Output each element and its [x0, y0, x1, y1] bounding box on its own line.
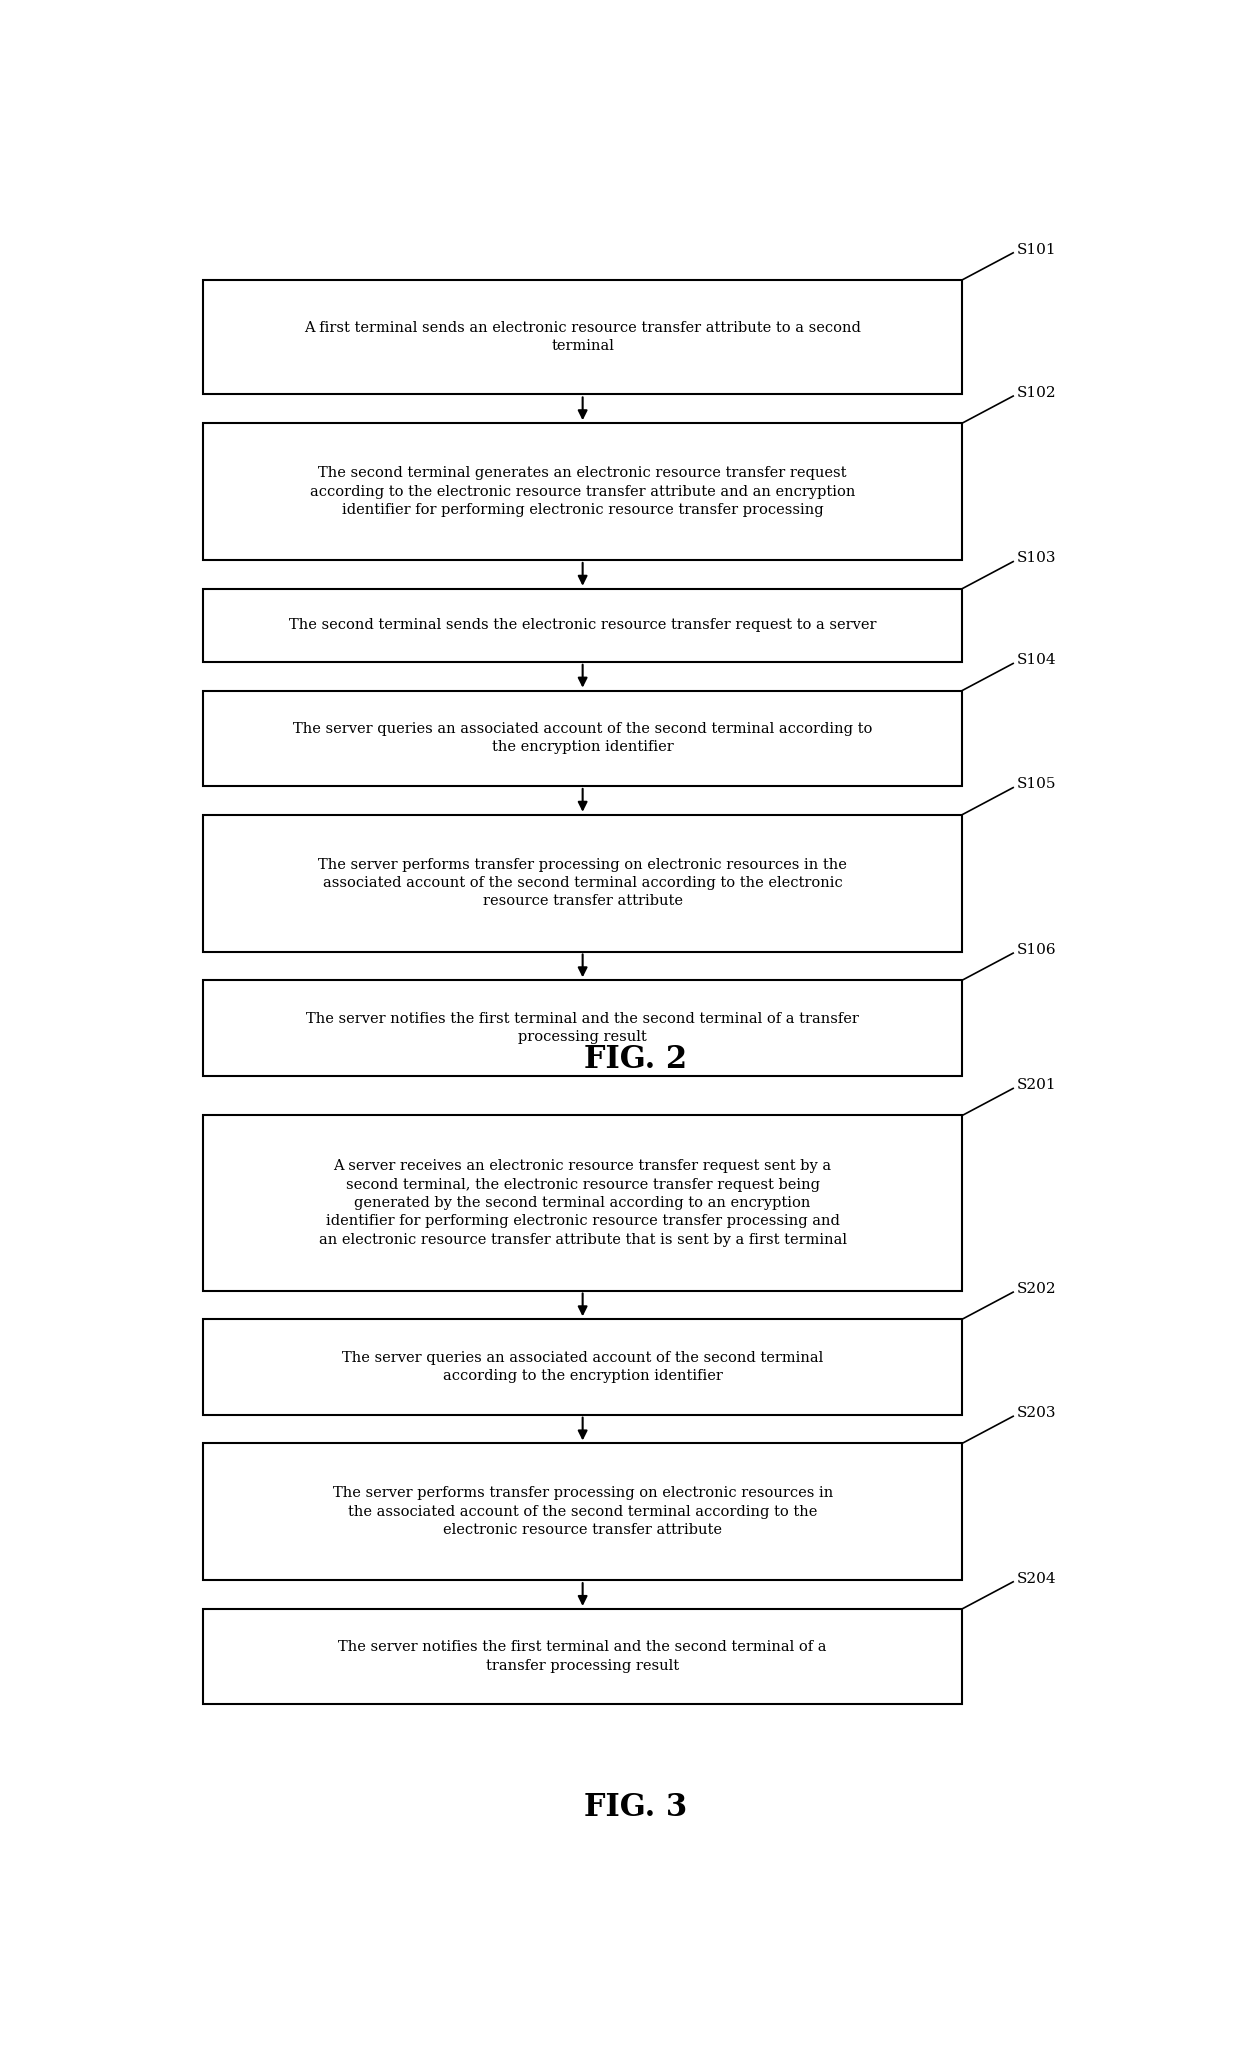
Text: S101: S101 — [1017, 242, 1056, 256]
Text: S103: S103 — [1017, 552, 1056, 566]
Text: The server queries an associated account of the second terminal according to
the: The server queries an associated account… — [293, 721, 872, 754]
Text: S102: S102 — [1017, 387, 1056, 399]
Text: S204: S204 — [1017, 1571, 1056, 1585]
Text: S104: S104 — [1017, 653, 1056, 668]
Bar — [203, 814, 962, 951]
Bar — [203, 1608, 962, 1705]
Bar — [203, 589, 962, 661]
Bar — [203, 1116, 962, 1290]
Text: S202: S202 — [1017, 1282, 1056, 1296]
Text: S203: S203 — [1017, 1406, 1056, 1420]
Text: The server performs transfer processing on electronic resources in the
associate: The server performs transfer processing … — [319, 858, 847, 909]
Text: The server notifies the first terminal and the second terminal of a transfer
pro: The server notifies the first terminal a… — [306, 1011, 859, 1044]
Text: The server performs transfer processing on electronic resources in
the associate: The server performs transfer processing … — [332, 1486, 833, 1538]
Text: A server receives an electronic resource transfer request sent by a
second termi: A server receives an electronic resource… — [319, 1160, 847, 1246]
Text: The second terminal generates an electronic resource transfer request
according : The second terminal generates an electro… — [310, 467, 856, 517]
Text: The server notifies the first terminal and the second terminal of a
transfer pro: The server notifies the first terminal a… — [339, 1641, 827, 1672]
Text: S106: S106 — [1017, 943, 1056, 957]
Bar — [203, 1443, 962, 1579]
Bar — [203, 980, 962, 1075]
Bar — [203, 424, 962, 560]
Bar — [203, 1319, 962, 1414]
Text: FIG. 3: FIG. 3 — [584, 1792, 687, 1823]
Bar — [203, 279, 962, 395]
Bar — [203, 690, 962, 785]
Text: The server queries an associated account of the second terminal
according to the: The server queries an associated account… — [342, 1350, 823, 1383]
Text: The second terminal sends the electronic resource transfer request to a server: The second terminal sends the electronic… — [289, 618, 877, 633]
Text: S105: S105 — [1017, 777, 1056, 792]
Text: S201: S201 — [1017, 1079, 1056, 1091]
Text: FIG. 2: FIG. 2 — [584, 1044, 687, 1075]
Text: A first terminal sends an electronic resource transfer attribute to a second
ter: A first terminal sends an electronic res… — [304, 320, 861, 353]
